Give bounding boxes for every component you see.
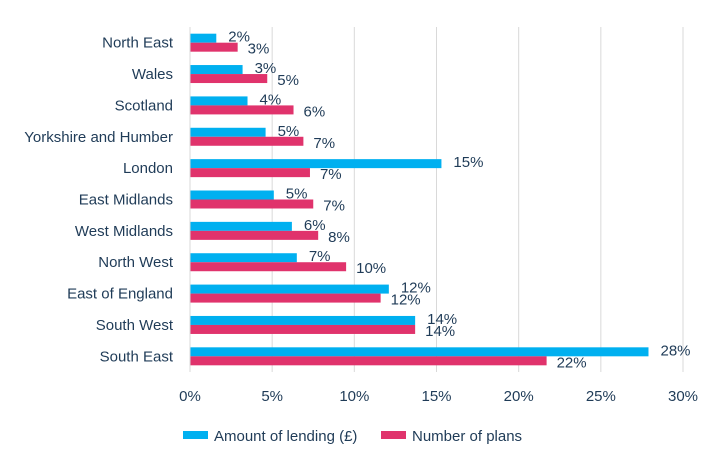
bar-plans (190, 105, 294, 115)
x-tick-label: 15% (421, 388, 451, 405)
bar-lending (190, 284, 389, 294)
data-label-plans: 5% (277, 72, 299, 89)
category-label: Wales (132, 66, 173, 83)
category-label: West Midlands (75, 223, 173, 240)
legend: Amount of lending (£) Number of plans (183, 428, 522, 445)
data-label-lending: 6% (304, 217, 326, 234)
data-label-lending: 5% (286, 186, 308, 203)
bars (190, 33, 649, 366)
data-label-lending: 15% (453, 154, 483, 171)
category-label: Yorkshire and Humber (24, 129, 173, 146)
category-label: East Midlands (79, 192, 173, 209)
bar-lending (190, 127, 266, 137)
data-label-plans: 6% (304, 103, 326, 120)
bar-lending (190, 190, 274, 200)
bar-plans (190, 42, 238, 52)
legend-swatch-lending (183, 431, 208, 439)
data-label-plans: 22% (557, 354, 587, 371)
data-label-plans: 8% (328, 229, 350, 246)
bar-lending (190, 221, 292, 231)
data-label-plans: 10% (356, 260, 386, 277)
data-label-plans: 7% (320, 166, 342, 183)
bar-plans (190, 262, 347, 272)
legend-item-plans: Number of plans (381, 428, 522, 445)
x-tick-label: 20% (504, 388, 534, 405)
data-label-plans: 3% (248, 41, 270, 58)
x-tick-labels: 0% 5% 10% 15% 20% 25% 30% (179, 388, 698, 405)
bar-plans (190, 168, 310, 178)
bar-lending (190, 33, 217, 43)
bar-plans (190, 74, 268, 84)
data-label-lending: 14% (427, 311, 457, 328)
bar-lending (190, 347, 649, 357)
bar-plans (190, 136, 304, 146)
data-labels: 2%3%3%5%4%6%5%7%15%7%5%7%6%8%7%10%12%12%… (228, 29, 690, 372)
data-label-lending: 2% (228, 29, 250, 46)
data-label-lending: 5% (278, 123, 300, 140)
bar-plans (190, 293, 381, 303)
bar-plans (190, 324, 416, 334)
category-label: North East (102, 35, 174, 52)
legend-label-lending: Amount of lending (£) (214, 428, 357, 445)
category-label: South West (96, 317, 174, 334)
x-tick-label: 5% (261, 388, 283, 405)
category-label: South East (100, 348, 174, 365)
category-label: East of England (67, 286, 173, 303)
data-label-lending: 4% (260, 91, 282, 108)
x-tick-label: 30% (668, 388, 698, 405)
bar-plans (190, 356, 547, 366)
bar-lending (190, 96, 248, 106)
data-label-lending: 28% (660, 342, 690, 359)
bar-lending (190, 315, 416, 325)
category-label: North West (98, 254, 174, 271)
bar-lending (190, 253, 297, 263)
data-label-lending: 3% (255, 60, 277, 77)
legend-item-lending: Amount of lending (£) (183, 428, 357, 445)
data-label-lending: 7% (309, 248, 331, 265)
category-label: London (123, 160, 173, 177)
data-label-plans: 12% (391, 292, 421, 309)
category-labels: North East Wales Scotland Yorkshire and Hum… (24, 35, 174, 366)
data-label-plans: 7% (323, 198, 345, 215)
bar-plans (190, 199, 314, 209)
x-tick-label: 0% (179, 388, 201, 405)
x-tick-label: 25% (586, 388, 616, 405)
legend-label-plans: Number of plans (412, 428, 522, 445)
legend-swatch-plans (381, 431, 406, 439)
data-label-lending: 12% (401, 280, 431, 297)
bar-lending (190, 65, 243, 75)
bar-plans (190, 230, 319, 240)
bar-lending (190, 159, 442, 169)
category-label: Scotland (115, 97, 173, 114)
gridlines (271, 27, 684, 372)
data-label-plans: 7% (313, 135, 335, 152)
x-tick-label: 10% (339, 388, 369, 405)
data-label-plans: 14% (425, 323, 455, 340)
